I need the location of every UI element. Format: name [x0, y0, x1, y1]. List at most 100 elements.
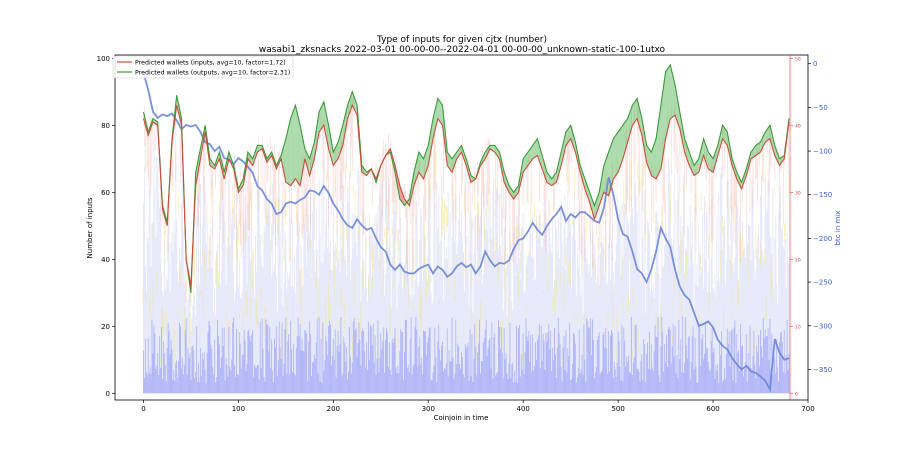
inputs-wallets-line — [142, 103, 790, 287]
activity-bar — [489, 337, 491, 394]
activity-bar — [226, 247, 228, 365]
activity-bar — [455, 319, 457, 394]
activity-bar — [249, 153, 251, 231]
activity-bar — [768, 324, 770, 333]
activity-bar — [384, 372, 386, 394]
activity-bar — [346, 215, 348, 240]
activity-bar — [529, 361, 531, 394]
activity-bar — [188, 287, 190, 358]
activity-bar — [242, 354, 244, 394]
activity-bar — [439, 243, 441, 270]
activity-bar — [624, 340, 626, 394]
activity-bar — [418, 282, 420, 348]
activity-bar — [160, 158, 161, 221]
activity-bar — [733, 160, 735, 242]
activity-bar — [481, 144, 483, 196]
activity-bar — [424, 237, 426, 332]
activity-bar — [397, 365, 399, 394]
activity-bar — [330, 269, 332, 366]
activity-bar — [518, 175, 519, 245]
activity-bar — [196, 216, 198, 327]
activity-bar — [248, 154, 250, 231]
activity-bar — [266, 195, 268, 325]
activity-bar — [655, 210, 657, 337]
x-axis-label: Coinjoin in time — [434, 414, 489, 422]
activity-bar — [242, 170, 244, 253]
fill-outputs-higher — [352, 91, 358, 116]
activity-bar — [580, 295, 582, 370]
activity-bar — [315, 342, 317, 394]
activity-bar — [373, 219, 375, 363]
activity-bar — [390, 374, 392, 394]
activity-bar — [529, 228, 531, 362]
fill-inputs-higher — [399, 185, 405, 206]
activity-bar — [630, 197, 632, 317]
activity-bar — [616, 195, 618, 363]
activity-bar — [530, 334, 532, 394]
activity-bar — [723, 368, 725, 394]
activity-bar — [347, 188, 349, 380]
activity-bar — [233, 317, 235, 394]
activity-bar — [602, 245, 604, 335]
fill-outputs-higher — [428, 118, 434, 166]
activity-bar — [361, 331, 363, 394]
activity-bar — [294, 358, 296, 366]
activity-bar — [731, 329, 733, 394]
activity-bar — [510, 241, 512, 379]
activity-bar — [336, 146, 338, 237]
activity-bar — [251, 163, 253, 175]
activity-bar — [617, 222, 619, 332]
activity-bar — [200, 375, 202, 394]
fill-outputs-higher — [656, 105, 661, 179]
activity-bar — [502, 310, 504, 378]
activity-bar — [453, 378, 455, 394]
activity-bar — [590, 233, 592, 319]
activity-bar — [652, 283, 654, 371]
activity-bar — [194, 246, 196, 286]
activity-bar — [562, 347, 564, 394]
activity-bar — [512, 309, 514, 363]
activity-bar — [634, 142, 636, 163]
activity-bar — [738, 279, 740, 310]
activity-bar — [658, 227, 660, 232]
activity-bar — [497, 154, 498, 200]
activity-bar — [642, 123, 644, 211]
activity-bar — [787, 257, 789, 370]
activity-bar — [438, 298, 440, 306]
activity-bar — [364, 289, 366, 352]
activity-bar — [488, 139, 490, 195]
activity-bar — [747, 352, 749, 394]
activity-bar — [578, 329, 580, 394]
activity-bar — [626, 207, 628, 213]
activity-bar — [453, 198, 455, 379]
activity-bar — [771, 275, 773, 300]
activity-bar — [454, 157, 456, 180]
activity-bar — [283, 282, 285, 364]
activity-bar — [190, 379, 192, 394]
activity-bar — [252, 278, 254, 331]
activity-bar — [415, 217, 417, 318]
activity-bar — [525, 265, 527, 319]
activity-bar — [612, 224, 613, 230]
activity-bar — [686, 358, 688, 394]
activity-bar — [759, 366, 761, 394]
activity-bar — [360, 144, 362, 217]
activity-bar — [610, 335, 612, 394]
activity-bar — [157, 165, 159, 353]
activity-bar — [348, 371, 350, 394]
activity-bar — [719, 281, 721, 343]
activity-bar — [528, 249, 530, 256]
activity-bar — [202, 284, 204, 316]
activity-bar — [760, 346, 762, 394]
activity-bar — [428, 167, 430, 200]
activity-bar — [770, 259, 772, 296]
activity-bar — [204, 253, 206, 284]
activity-bar — [594, 263, 596, 279]
activity-bar — [505, 268, 507, 354]
activity-bar — [159, 335, 161, 394]
activity-bar — [697, 382, 699, 394]
activity-bar — [143, 287, 144, 306]
activity-bar — [552, 215, 554, 348]
activity-bar — [280, 358, 282, 394]
activity-bar — [706, 347, 708, 394]
